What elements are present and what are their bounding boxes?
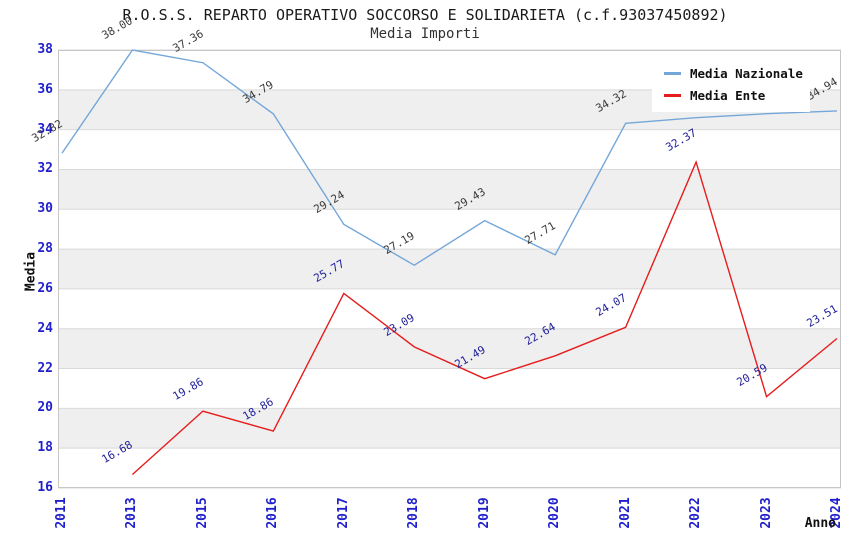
chart-canvas [58,49,841,489]
y-tick-label: 38 [37,42,53,57]
x-tick-label: 2019 [476,497,492,529]
x-tick-label: 2022 [688,497,704,529]
y-tick-label: 18 [37,440,53,456]
legend-item-nazionale: Media Nazionale [664,66,803,81]
y-tick-label: 34 [37,121,53,137]
legend: Media Nazionale Media Ente [652,56,810,112]
x-tick-label: 2017 [335,497,351,529]
legend-label-nazionale: Media Nazionale [690,66,803,81]
chart-subtitle: Media Importi [370,26,480,42]
y-tick-label: 20 [37,400,53,416]
y-tick-label: 30 [37,201,53,217]
y-tick-label: 36 [37,81,53,97]
y-tick-label: 24 [37,320,53,336]
series-line [131,160,838,475]
x-tick-label: 2016 [265,497,281,529]
x-axis-title: Anno [804,516,836,531]
legend-label-ente: Media Ente [690,88,766,103]
x-tick-label: 2015 [194,497,210,529]
y-tick-label: 26 [37,280,53,296]
chart-title: R.O.S.S. REPARTO OPERATIVO SOCCORSO E SO… [122,6,728,24]
x-tick-label: 2020 [547,497,563,529]
y-tick-label: 32 [37,161,53,177]
x-tick-label: 2021 [617,497,633,529]
x-tick-label: 2011 [54,497,69,529]
y-tick-label: 22 [37,360,53,376]
legend-item-ente: Media Ente [664,88,802,103]
plot-area: 32.82 38.00 37.36 34.79 29.24 27.19 29.43 27.71… [30,14,841,489]
nazionale-line-marker-icon [664,72,681,75]
x-tick-label: 2013 [124,497,140,529]
y-tick-label: 16 [37,480,53,495]
x-tick-label: 2018 [406,497,422,529]
ente-line-marker-icon [664,94,681,97]
series-line [61,49,838,267]
y-tick-label: 28 [37,241,53,257]
